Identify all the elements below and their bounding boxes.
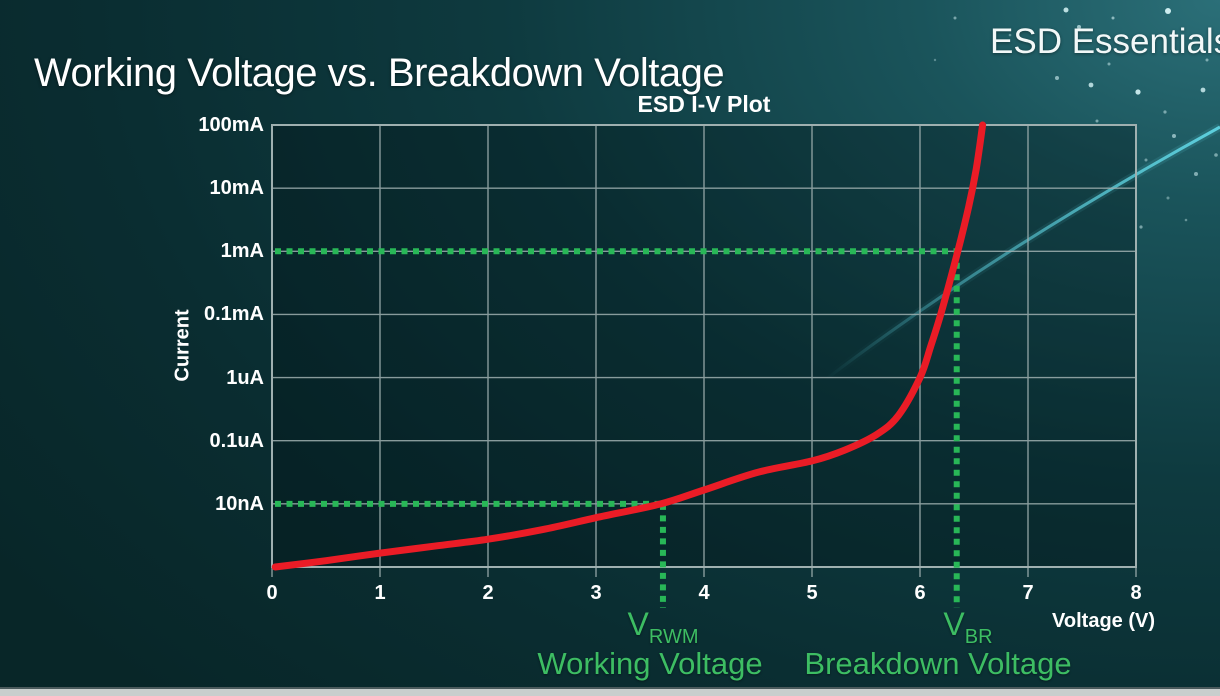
slide-title: Working Voltage vs. Breakdown Voltage [34,50,725,95]
y-axis-label: Current [171,309,194,382]
marker-dotted-lines [275,248,960,608]
working-voltage-label: Working Voltage [537,646,763,681]
vbr-annotation: VBR [868,608,1068,649]
x-tick-label: 0 [266,582,278,604]
x-tick-label: 1 [374,582,386,604]
plot-border [271,124,1137,568]
y-tick-label: 1mA [220,240,264,263]
chart-title: ESD I-V Plot [637,91,771,117]
y-tick-label: 10mA [209,177,264,200]
x-tick-label: 2 [482,582,494,604]
x-tick-label: 6 [914,582,926,604]
x-tick-label: 5 [806,582,818,604]
vbr-subscript: BR [964,626,993,648]
vbr-symbol-v: V [943,606,965,642]
x-tick-label: 7 [1022,582,1034,604]
y-tick-label: 10nA [215,492,264,515]
vrwm-annotation: VRWM [563,608,763,649]
x-axis-label: Voltage (V) [1052,610,1155,632]
vrwm-symbol-v: V [627,606,649,642]
background-particles [933,7,1218,229]
y-tick-label: 0.1uA [209,429,264,452]
bottom-bar [0,687,1220,696]
brand-logo-text: ESD Essentials [990,22,1220,61]
y-tick-label: 1uA [226,366,264,389]
x-tick-label: 4 [698,582,710,604]
background-swoosh [822,123,1220,384]
iv-curve [271,121,987,571]
y-tick-label: 0.1mA [203,303,264,326]
y-tick-label: 100mA [198,114,264,136]
vrwm-subscript: RWM [648,626,699,648]
x-tick-label: 3 [590,582,602,604]
x-tick-label: 8 [1130,582,1142,604]
breakdown-voltage-label: Breakdown Voltage [804,646,1072,681]
